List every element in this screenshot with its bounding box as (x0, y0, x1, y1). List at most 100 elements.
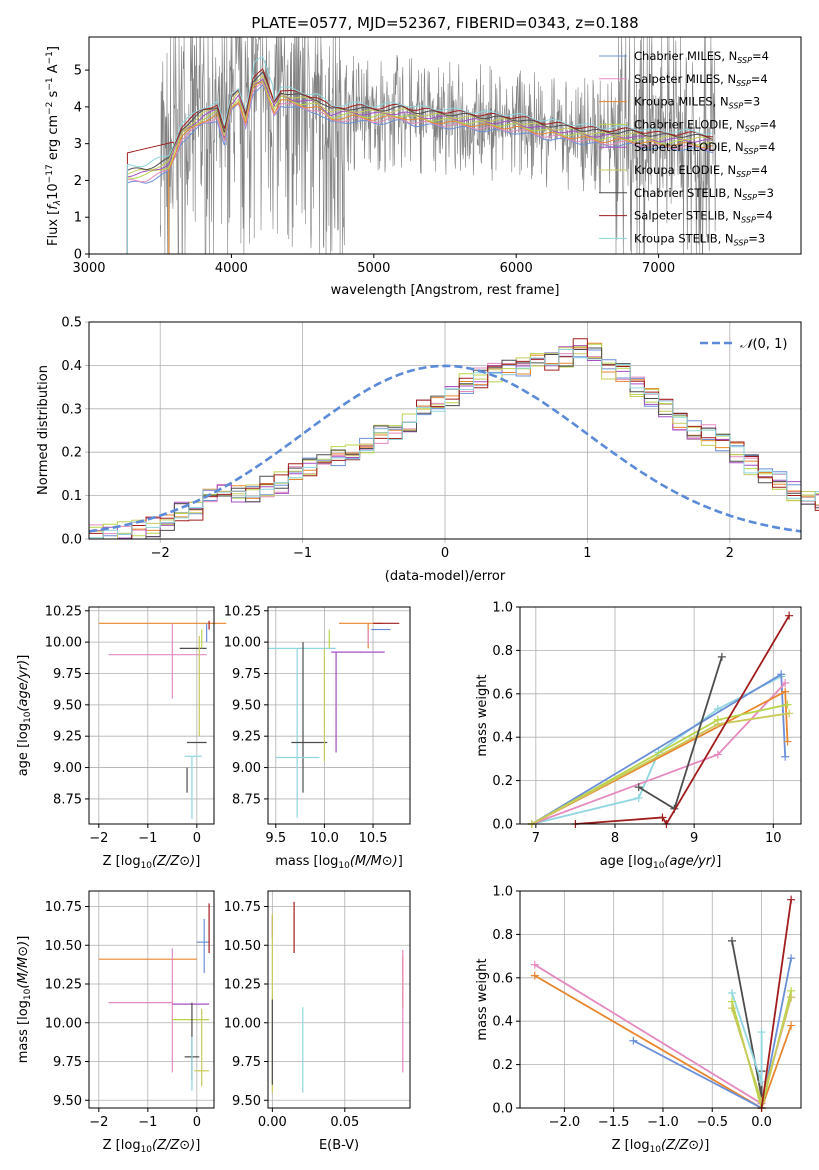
residual-legend: 𝒩(0, 1) (700, 337, 787, 352)
weight-vs-Z-y-tick-label: 0.8 (492, 928, 513, 943)
weight-vs-age-x-tick-label: 10 (765, 831, 782, 846)
panel-y-label: mass weight (475, 674, 490, 756)
weight-vs-age-y-tick-label: 0.2 (492, 774, 513, 789)
legend-label: Kroupa STELIB, NSSP=3 (634, 231, 765, 247)
residual-panel: −2 −1 0 1 2 0.0 0.1 0.2 0.3 0.4 0.5 (data-model)/e… (36, 316, 819, 584)
residual-y-tick-label: 0.5 (61, 316, 82, 331)
mass-vs-EBV-y-tick-label: 9.50 (232, 1094, 261, 1109)
legend-label: Salpeter MILES, NSSP=4 (634, 72, 768, 88)
spectrum-model-lines (126, 56, 713, 254)
weight-vs-age-y-tick-label: 0.0 (492, 818, 513, 833)
panel-frame (88, 606, 215, 825)
residual-y-tick-label: 0.0 (61, 533, 82, 548)
spectrum-x-tick-label: 6000 (500, 261, 533, 276)
legend-label: Salpeter ELODIE, NSSP=4 (634, 140, 775, 156)
panel-x-label: mass [log10(M/M⊙)] (275, 854, 403, 871)
weight-point (781, 752, 790, 761)
spectrum-model-line (126, 81, 713, 254)
weight-point (717, 652, 726, 661)
age-vs-Z-y-tick-label: 8.75 (53, 792, 82, 807)
spectrum-legend: Chabrier MILES, NSSP=4 Salpeter MILES, NS… (599, 49, 776, 247)
residual-y-tick-label: 0.4 (61, 359, 82, 374)
spectrum-y-tick-label: 3 (74, 137, 82, 152)
spectrum-x-tick-label: 4000 (215, 261, 248, 276)
residual-y-tick-label: 0.3 (61, 402, 82, 417)
mass-vs-Z-y-tick-label: 10.50 (45, 939, 82, 954)
spectrum-model-line (126, 71, 713, 254)
panel-x-label: Z [log10(Z/Z⊙)] (103, 1138, 201, 1155)
legend-label: Chabrier ELODIE, NSSP=4 (634, 117, 776, 133)
mass-vs-EBV-y-tick-label: 9.75 (232, 1055, 261, 1070)
panel-frame (519, 606, 802, 825)
panel-age-vs-Z: −2 −1 0 8.75 9.00 9.25 9.50 9.75 10.00 10.25 Z [lo… (16, 604, 227, 871)
mass-vs-EBV-y-tick-label: 10.75 (224, 900, 261, 915)
panel-weight-vs-age: 7 8 9 10 0.0 0.2 0.4 0.6 0.8 1.0 age [log10(age/yr… (475, 601, 802, 871)
spectrum-frame (88, 36, 802, 255)
weight-point (727, 988, 736, 997)
spectrum-x-tick-label: 3000 (72, 261, 105, 276)
mass-vs-Z-x-tick-label: 0 (193, 1115, 201, 1130)
age-vs-Z-y-tick-label: 9.75 (53, 667, 82, 682)
spectrum-y-tick-label: 5 (74, 64, 82, 79)
weight-vs-age-x-tick-label: 9 (690, 831, 698, 846)
panel-frame (267, 606, 411, 825)
panel-x-label: Z [log10(Z/Z⊙)] (612, 1138, 710, 1155)
legend-label: Kroupa MILES, NSSP=3 (634, 95, 760, 111)
panel-frame (267, 890, 411, 1109)
weight-vs-Z-x-tick-label: 0.0 (751, 1115, 772, 1130)
age-vs-mass-y-tick-label: 9.50 (232, 698, 261, 713)
panel-x-label: Z [log10(Z/Z⊙)] (103, 854, 201, 871)
weight-line (731, 992, 763, 1083)
weight-vs-age-y-tick-label: 1.0 (492, 601, 513, 616)
weight-line (760, 899, 792, 1109)
weight-line (638, 656, 723, 811)
age-vs-Z-x-tick-label: −2 (89, 831, 108, 846)
panel-age-vs-mass: 9.5 10.0 10.5 8.75 9.00 9.25 9.50 9.75 10.00 10.2… (224, 604, 411, 871)
age-vs-mass-y-tick-label: 8.75 (232, 792, 261, 807)
weight-point (785, 611, 794, 620)
mass-vs-Z-y-tick-label: 10.25 (45, 978, 82, 993)
weight-point (787, 895, 796, 904)
age-vs-Z-y-tick-label: 9.25 (53, 730, 82, 745)
residual-x-tick-label: −2 (151, 546, 170, 561)
spectrum-data-line (159, 36, 716, 255)
mass-vs-EBV-y-tick-label: 10.25 (224, 978, 261, 993)
panel-x-label: age [log10(age/yr)] (600, 854, 722, 871)
mass-vs-Z-y-tick-label: 9.75 (53, 1055, 82, 1070)
weight-vs-Z-x-tick-label: −2.0 (549, 1115, 581, 1130)
weight-point (787, 1021, 796, 1030)
weight-point (757, 1028, 766, 1037)
weight-point (634, 783, 643, 792)
residual-histogram (89, 349, 819, 540)
spectrum-model-line (126, 68, 713, 254)
weight-point (781, 687, 790, 696)
spectrum-y-tick-label: 4 (74, 100, 82, 115)
weight-line (531, 712, 790, 825)
spectrum-x-tick-label: 7000 (642, 261, 675, 276)
mass-vs-Z-x-tick-label: −2 (89, 1115, 108, 1130)
weight-point (629, 1036, 638, 1045)
legend-label: Salpeter STELIB, NSSP=4 (634, 209, 773, 225)
weight-point (785, 709, 794, 718)
spectrum-y-tick-label: 1 (74, 211, 82, 226)
spectrum-model-line (168, 80, 713, 254)
mass-vs-Z-y-tick-label: 9.50 (53, 1094, 82, 1109)
age-vs-Z-x-tick-label: 0 (193, 831, 201, 846)
residual-x-tick-label: −1 (293, 546, 312, 561)
age-vs-mass-y-tick-label: 9.00 (232, 761, 261, 776)
age-vs-mass-y-tick-label: 10.00 (224, 636, 261, 651)
weight-vs-Z-x-tick-label: −1.5 (598, 1115, 630, 1130)
weight-vs-age-x-tick-label: 8 (611, 831, 619, 846)
weight-vs-age-x-tick-label: 7 (532, 831, 540, 846)
residual-y-tick-label: 0.2 (61, 446, 82, 461)
residual-y-tick-label: 0.1 (61, 489, 82, 504)
weight-point (727, 1004, 736, 1013)
residual-y-label: Normed distribution (36, 365, 51, 495)
spectrum-data-lines (159, 36, 716, 255)
age-vs-mass-y-tick-label: 9.25 (232, 730, 261, 745)
weight-point (713, 720, 722, 729)
weight-point (530, 960, 539, 969)
legend-label: Chabrier MILES, NSSP=4 (634, 49, 769, 65)
weight-point (787, 993, 796, 1002)
panel-mass-vs-EBV: 0.00 0.05 9.50 9.75 10.00 10.25 10.50 10.75 E(B-… (224, 890, 411, 1153)
